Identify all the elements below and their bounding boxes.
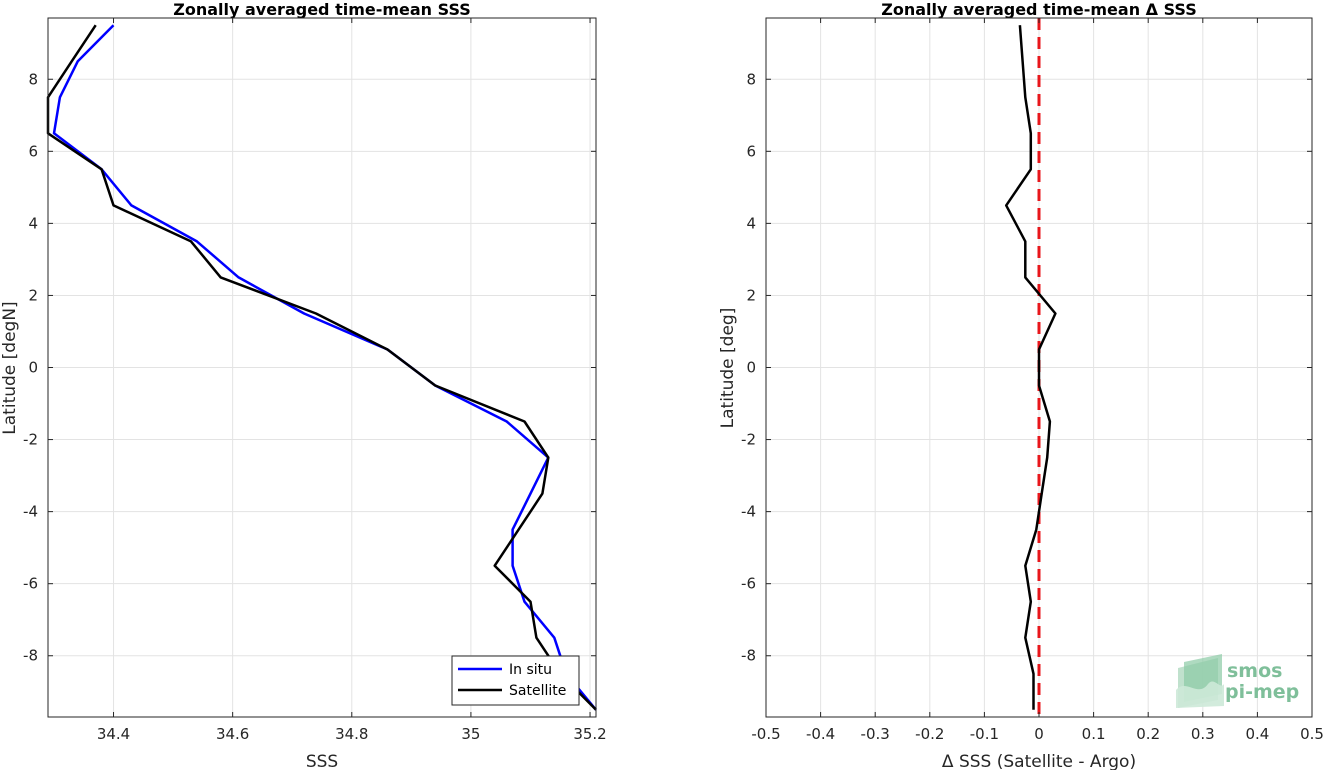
left-y-tick-label: 8 (28, 70, 38, 88)
right-chart-title: Zonally averaged time-mean Δ SSS (881, 0, 1197, 19)
left-x-tick-label: 34.8 (335, 725, 368, 743)
left-series-line-satellite (46, 24, 597, 711)
logo-text-line1: smos (1227, 660, 1282, 682)
right-x-tick-label: 0.5 (1300, 725, 1324, 743)
right-y-tick-label: -2 (741, 431, 756, 449)
left-series (46, 24, 597, 711)
right-x-tick-label: -0.4 (806, 725, 835, 743)
right-series (1004, 25, 1057, 710)
right-y-tick-label: 0 (746, 359, 756, 377)
right-y-tick-label: 6 (746, 142, 756, 160)
right-y-tick-label: 8 (746, 70, 756, 88)
left-y-axis-label: Latitude [degN] (0, 301, 20, 434)
smos-pi-mep-logo: smos pi-mep (1176, 654, 1299, 708)
left-chart-title: Zonally averaged time-mean SSS (173, 0, 471, 19)
legend: In situ Satellite (451, 655, 580, 706)
right-x-tick-label: 0.4 (1245, 725, 1269, 743)
left-x-axis-label: SSS (306, 752, 338, 770)
left-x-tick-label: 35 (461, 725, 480, 743)
left-y-ticks: -8 -6 -4 -2 0 2 4 6 8 (23, 70, 596, 665)
right-y-tick-label: -8 (741, 647, 756, 665)
left-x-tick-label: 35.2 (573, 725, 606, 743)
right-y-tick-label: 4 (746, 214, 756, 232)
logo-text-line2: pi-mep (1225, 681, 1299, 703)
left-x-tick-label: 34.6 (216, 725, 249, 743)
legend-satellite-label: Satellite (509, 683, 566, 699)
right-y-ticks: -8 -6 -4 -2 0 2 4 6 8 (741, 70, 1312, 665)
right-y-tick-label: -6 (741, 575, 756, 593)
right-x-ticks: -0.5 -0.4 -0.3 -0.2 -0.1 0 0.1 0.2 0.3 0.4 0.5 (751, 18, 1324, 743)
left-y-tick-label: -8 (23, 647, 38, 665)
right-x-tick-label: -0.2 (915, 725, 944, 743)
right-x-tick-label: 0 (1034, 725, 1044, 743)
right-x-tick-label: -0.1 (970, 725, 999, 743)
right-axes: Zonally averaged time-mean Δ SSS -0.5 -0.… (718, 0, 1324, 770)
right-x-tick-label: 0.2 (1136, 725, 1160, 743)
right-x-tick-label: 0.3 (1191, 725, 1215, 743)
left-y-tick-label: 2 (28, 286, 38, 304)
legend-box (451, 655, 580, 706)
logo-mark-icon (1176, 654, 1224, 708)
left-axes: Zonally averaged time-mean SSS 34.4 34.6 3… (0, 0, 607, 770)
left-grid (48, 18, 596, 717)
left-y-tick-label: -4 (23, 503, 38, 521)
right-x-tick-label: -0.5 (751, 725, 780, 743)
right-y-tick-label: 2 (746, 286, 756, 304)
left-x-ticks: 34.4 34.6 34.8 35 35.2 (97, 18, 607, 743)
right-x-tick-label: 0.1 (1082, 725, 1106, 743)
right-x-tick-label: -0.3 (861, 725, 890, 743)
right-y-axis-label: Latitude [deg] (718, 308, 738, 429)
left-y-tick-label: 4 (28, 214, 38, 232)
left-y-tick-label: 0 (28, 359, 38, 377)
left-y-tick-label: 6 (28, 142, 38, 160)
right-y-tick-label: -4 (741, 503, 756, 521)
left-y-tick-label: -2 (23, 431, 38, 449)
right-series-line-delta-sss (1004, 25, 1057, 710)
right-x-axis-label: Δ SSS (Satellite - Argo) (942, 752, 1136, 770)
left-x-tick-label: 34.4 (97, 725, 130, 743)
legend-in-situ-label: In situ (509, 662, 552, 678)
left-y-tick-label: -6 (23, 575, 38, 593)
